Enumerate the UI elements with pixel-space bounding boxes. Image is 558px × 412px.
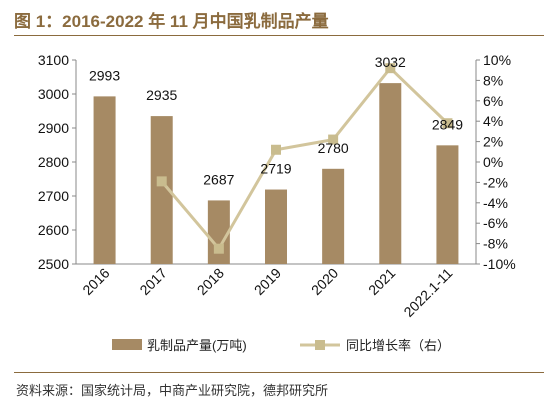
title-divider: [14, 35, 544, 36]
chart-title-bar: 图 1：2016-2022 年 11 月中国乳制品产量: [14, 4, 544, 36]
y-left-tick-label: 3000: [38, 86, 69, 102]
x-tick-label: 2018: [194, 265, 227, 298]
growth-line-group: [156, 63, 453, 254]
y-right-tick-label: -2%: [483, 174, 508, 190]
footer-divider: [14, 372, 544, 373]
y-right-tick-label: -10%: [483, 256, 516, 272]
y-left-tick-label: 2900: [38, 120, 69, 136]
y-right-tick-label: -4%: [483, 195, 508, 211]
y-right-tick-label: 8%: [483, 72, 503, 88]
y-right-tick-label: -6%: [483, 215, 508, 231]
bar-value-label: 2849: [432, 116, 463, 132]
x-tick-label: 2020: [308, 265, 341, 298]
production-bar: [207, 200, 230, 264]
growth-rate-marker: [442, 118, 453, 129]
y-left-tick-label: 2800: [38, 154, 69, 170]
growth-rate-marker: [328, 134, 339, 145]
chart-title: 图 1：2016-2022 年 11 月中国乳制品产量: [14, 12, 329, 31]
growth-rate-line: [160, 65, 449, 252]
production-bar: [436, 145, 459, 264]
x-tick-label: 2016: [79, 265, 112, 298]
x-tick-label: 2021: [365, 265, 398, 298]
bar-value-label: 2719: [260, 161, 291, 177]
x-tick-label: 2019: [251, 265, 284, 298]
data-labels-group: 2993 2935 2687 2719 2780 3032 2849: [89, 54, 463, 187]
x-tick-label: 2017: [136, 265, 169, 298]
legend-label-production: 乳制品产量(万吨): [147, 338, 247, 353]
legend-label-growth: 同比增长率（右）: [346, 338, 450, 353]
y-right-tick-label: 6%: [483, 93, 503, 109]
y-left-tick-label: 2500: [38, 256, 69, 272]
legend-marker-growth: [315, 340, 325, 350]
legend-swatch-production: [112, 339, 142, 350]
bar-value-label: 2687: [203, 171, 234, 187]
growth-rate-marker: [271, 144, 281, 155]
bar-value-label: 3032: [375, 54, 406, 70]
bar-value-label: 2780: [318, 140, 349, 156]
y-right-tick-label: 2%: [483, 134, 503, 150]
production-bar: [150, 116, 173, 264]
x-tick-label: 2022.1-11: [400, 265, 455, 320]
production-bar: [265, 189, 287, 264]
y-right-tick-label: -8%: [483, 236, 508, 252]
y-right-tick-label: 10%: [483, 52, 511, 68]
y-left-tick-label: 2600: [38, 222, 69, 238]
growth-rate-marker: [156, 176, 167, 187]
production-bar: [379, 83, 402, 265]
production-bar: [93, 96, 116, 264]
bar-value-label: 2993: [89, 67, 120, 83]
y-right-tick-label: 0%: [483, 154, 503, 170]
bar-value-label: 2935: [146, 87, 177, 103]
y-left-tick-label: 3100: [38, 52, 69, 68]
source-note: 资料来源：国家统计局，中商产业研究院，德邦研究所: [16, 384, 329, 399]
growth-rate-marker: [385, 63, 396, 74]
production-bar: [322, 168, 345, 264]
y-left-tick-label: 2700: [38, 188, 69, 204]
bars-group: [93, 83, 459, 265]
y-right-tick-label: 4%: [483, 113, 503, 129]
legend: 乳制品产量(万吨) 同比增长率（右）: [112, 338, 450, 353]
growth-rate-marker: [213, 243, 224, 254]
